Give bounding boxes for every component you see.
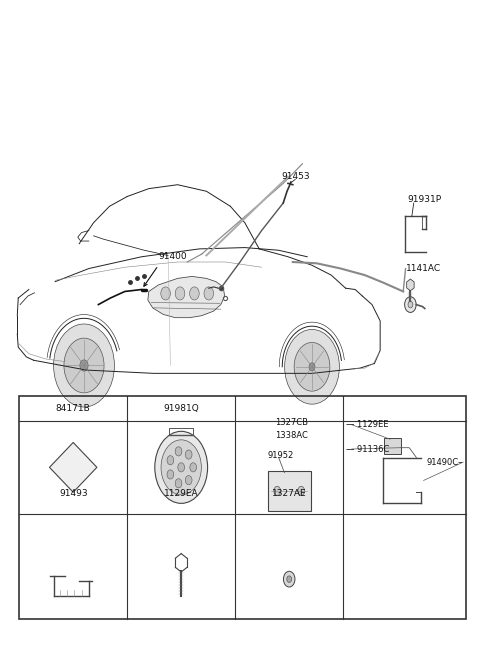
Circle shape <box>185 476 192 485</box>
Circle shape <box>408 301 413 308</box>
Text: 91952: 91952 <box>268 451 294 460</box>
Text: 91400: 91400 <box>158 252 187 261</box>
Circle shape <box>190 462 197 472</box>
Circle shape <box>190 287 199 300</box>
Circle shape <box>309 363 315 371</box>
Text: 91931P: 91931P <box>408 195 442 204</box>
Circle shape <box>204 287 214 300</box>
Bar <box>19 396 466 619</box>
Circle shape <box>64 338 104 393</box>
Text: 91490C–: 91490C– <box>427 458 463 466</box>
Circle shape <box>175 447 182 456</box>
Polygon shape <box>148 276 225 318</box>
Circle shape <box>167 456 174 465</box>
Circle shape <box>294 343 330 391</box>
Bar <box>268 470 311 511</box>
Circle shape <box>287 576 292 582</box>
Text: 1141AC: 1141AC <box>406 264 441 273</box>
Text: — 1129EE: — 1129EE <box>346 421 388 429</box>
Polygon shape <box>49 443 97 493</box>
Circle shape <box>284 571 295 587</box>
Circle shape <box>285 329 339 404</box>
Circle shape <box>185 450 192 459</box>
Text: — 91136C: — 91136C <box>346 445 389 453</box>
Circle shape <box>175 287 185 300</box>
Text: 1129EA: 1129EA <box>164 489 199 498</box>
Circle shape <box>274 486 280 496</box>
Text: 91981Q: 91981Q <box>163 404 199 413</box>
Circle shape <box>175 479 182 488</box>
Text: 91493: 91493 <box>59 489 87 498</box>
Circle shape <box>155 431 208 503</box>
Text: 1327CB: 1327CB <box>275 419 308 427</box>
Bar <box>384 438 401 455</box>
Text: 84171B: 84171B <box>56 404 91 413</box>
Circle shape <box>178 462 184 472</box>
Circle shape <box>161 287 170 300</box>
Circle shape <box>405 297 416 312</box>
Text: 1338AC: 1338AC <box>275 432 308 440</box>
Text: 1327AE: 1327AE <box>272 489 307 498</box>
Circle shape <box>54 324 114 407</box>
Text: 91453: 91453 <box>281 172 310 181</box>
Circle shape <box>80 360 88 371</box>
Circle shape <box>167 470 174 479</box>
Circle shape <box>298 486 305 496</box>
Polygon shape <box>407 279 414 291</box>
Circle shape <box>161 440 202 495</box>
